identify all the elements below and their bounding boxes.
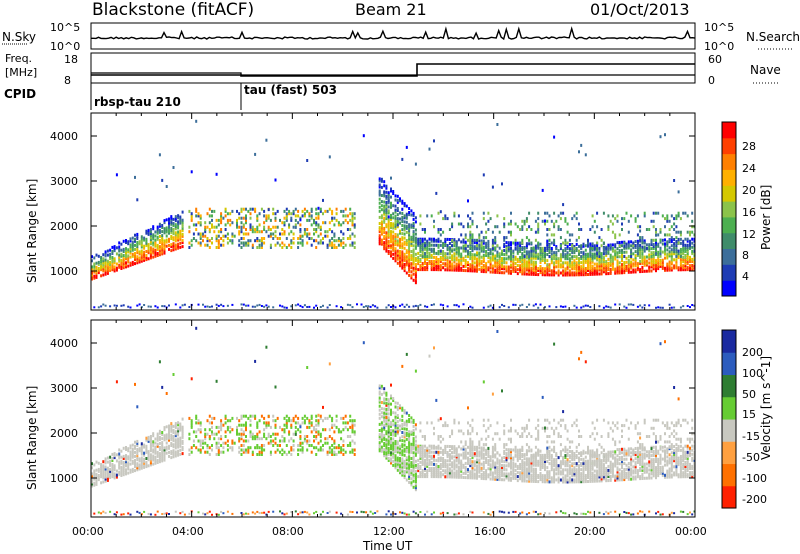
power-ytick-1000: 1000: [50, 265, 78, 278]
x-tick-4: 04:00: [172, 525, 204, 538]
velocity-ylabel: Slant Range [km]: [25, 386, 39, 490]
power-cb-tick-20: 20: [742, 184, 756, 197]
vel-cb-tick-200: 200: [742, 346, 763, 359]
velocity-colorbar: [721, 329, 737, 509]
power-colorbar-label: Power [dB]: [759, 185, 773, 250]
cpid-label: CPID: [4, 87, 36, 101]
vel-cb-tick-m100: -100: [742, 472, 767, 485]
vel-ytick-2000: 2000: [50, 427, 78, 440]
vel-ytick-1000: 1000: [50, 472, 78, 485]
date-title: 01/Oct/2013: [590, 0, 690, 19]
power-ylabel: Slant Range [km]: [25, 179, 39, 283]
power-ytick-4000: 4000: [50, 130, 78, 143]
power-cb-tick-28: 28: [742, 140, 756, 153]
noise-right-tick-bottom: 10^0: [704, 40, 734, 53]
vel-ytick-3000: 3000: [50, 382, 78, 395]
vel-cb-tick-m200: -200: [742, 493, 767, 506]
cpid-segment-2: tau (fast) 503: [244, 83, 337, 97]
x-tick-20: 20:00: [574, 525, 606, 538]
power-ytick-2000: 2000: [50, 220, 78, 233]
x-axis-label: Time UT: [362, 539, 413, 553]
freq-tick-top: 18: [64, 53, 78, 66]
site-title: Blackstone (fitACF): [92, 0, 254, 20]
freq-label-line1: Freq.: [5, 52, 32, 65]
noise-right-label: N.Search: [746, 30, 800, 44]
velocity-y-ticks: [91, 342, 695, 479]
nave-line: [91, 63, 695, 77]
x-tick-12: 12:00: [373, 525, 405, 538]
cpid-segment-1: rbsp-tau 210: [94, 95, 181, 109]
power-y-ticks: [91, 135, 695, 272]
power-colorbar-ticks: 28 24 20 16 12 8 4: [742, 140, 756, 283]
velocity-colorbar-label: Velocity [m s^-1]: [759, 356, 773, 460]
vel-cb-tick-m50: -50: [742, 451, 760, 464]
power-scatter-layer: [91, 119, 696, 309]
x-axis-ticks: [90, 113, 696, 517]
power-colorbar: [721, 121, 737, 297]
noise-left-tick-top: 10^5: [50, 21, 80, 34]
noise-left-label: N.Sky: [2, 30, 36, 44]
power-ytick-3000: 3000: [50, 175, 78, 188]
power-cb-tick-16: 16: [742, 206, 756, 219]
power-cb-tick-24: 24: [742, 162, 756, 175]
noise-right-tick-top: 10^5: [704, 21, 734, 34]
vel-ytick-4000: 4000: [50, 337, 78, 350]
x-tick-8: 08:00: [272, 525, 304, 538]
freq-tick-bottom: 8: [64, 74, 71, 87]
velocity-scatter-layer: [91, 326, 696, 516]
vel-cb-tick-m15: -15: [742, 430, 760, 443]
x-tick-16: 16:00: [474, 525, 506, 538]
power-cb-tick-12: 12: [742, 228, 756, 241]
x-tick-24: 00:00: [675, 525, 707, 538]
freq-label-line2: [MHz]: [5, 66, 37, 79]
beam-title: Beam 21: [355, 0, 427, 19]
noise-sky-line: [91, 26, 696, 41]
nave-tick-top: 60: [708, 53, 722, 66]
noise-panel-frame: [90, 22, 696, 50]
vel-cb-tick-15: 15: [742, 408, 756, 421]
vel-cb-tick-50: 50: [742, 388, 756, 401]
nave-tick-bottom: 0: [708, 74, 715, 87]
x-tick-0: 00:00: [72, 525, 104, 538]
power-cb-tick-8: 8: [742, 249, 749, 262]
nave-label: Nave: [750, 63, 781, 77]
power-cb-tick-4: 4: [742, 270, 749, 283]
vel-cb-tick-100: 100: [742, 367, 763, 380]
velocity-colorbar-ticks: 200 100 50 15 -15 -50 -100 -200: [742, 346, 767, 506]
noise-left-tick-bottom: 10^0: [50, 40, 80, 53]
freq-line: [91, 72, 695, 76]
freq-panel-frame: [90, 52, 696, 84]
